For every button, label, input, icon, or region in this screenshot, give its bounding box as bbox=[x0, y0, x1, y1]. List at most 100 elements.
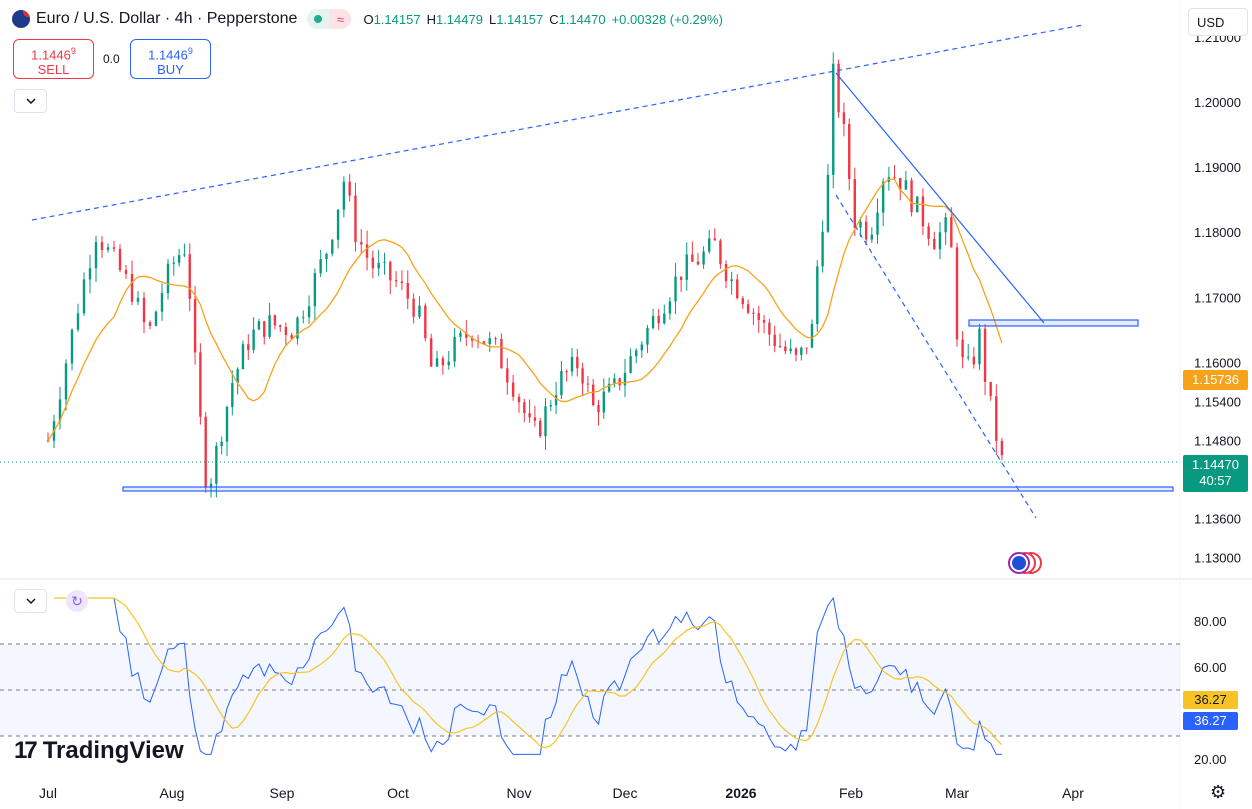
candle-body bbox=[613, 378, 616, 384]
candle-body bbox=[592, 384, 595, 406]
candle-body bbox=[204, 416, 207, 488]
candle-body bbox=[972, 356, 976, 365]
high-value: 1.14479 bbox=[435, 11, 483, 27]
candle-body bbox=[470, 337, 474, 341]
candle-body bbox=[679, 276, 683, 280]
candle-body bbox=[130, 273, 134, 302]
candle-body bbox=[199, 352, 202, 417]
rsi-line bbox=[54, 596, 1002, 755]
candle-body bbox=[586, 383, 590, 385]
candle-body bbox=[736, 279, 739, 299]
candle-body bbox=[136, 297, 140, 302]
candle-body bbox=[406, 282, 409, 299]
candle-body bbox=[172, 262, 175, 264]
flag-icon bbox=[12, 10, 30, 28]
candle-body bbox=[768, 322, 771, 335]
candle-body bbox=[1000, 440, 1004, 456]
candle-body bbox=[927, 226, 930, 239]
candle-body bbox=[494, 338, 497, 340]
candle-body bbox=[506, 368, 509, 383]
currency-select[interactable]: USD bbox=[1188, 8, 1248, 36]
indicator-collapse-button[interactable] bbox=[14, 589, 47, 613]
candle-body bbox=[94, 242, 98, 269]
rsi-tick-label: 60.00 bbox=[1194, 660, 1227, 675]
candle-body bbox=[832, 63, 835, 175]
candle-body bbox=[465, 332, 468, 338]
resistance-zone bbox=[968, 319, 1139, 327]
candle-body bbox=[46, 440, 50, 442]
x-tick-label: Feb bbox=[839, 785, 863, 801]
rsi-tag: 36.27 bbox=[1183, 712, 1238, 730]
candle-body bbox=[106, 247, 110, 251]
candle-body bbox=[899, 177, 902, 190]
economic-events-icon[interactable] bbox=[999, 551, 1043, 575]
candle-body bbox=[441, 358, 445, 366]
market-status-pill[interactable]: ≈ bbox=[307, 9, 352, 29]
candle-body bbox=[961, 339, 964, 358]
symbol-title[interactable]: Euro / U.S. Dollar · 4h · Pepperstone bbox=[36, 10, 298, 27]
candle-body bbox=[160, 293, 164, 312]
buy-price-pip: 9 bbox=[187, 46, 193, 56]
low-label: L bbox=[488, 11, 497, 27]
candle-body bbox=[247, 344, 250, 350]
candle-body bbox=[429, 338, 433, 367]
candle-body bbox=[810, 323, 814, 348]
candle-body bbox=[724, 264, 728, 282]
candle-body bbox=[805, 347, 808, 349]
candle-body bbox=[58, 399, 62, 422]
x-tick-label: 2026 bbox=[725, 785, 756, 801]
candle-body bbox=[713, 238, 717, 241]
candle-body bbox=[983, 328, 987, 382]
candle-body bbox=[581, 368, 584, 384]
candle-body bbox=[412, 298, 415, 317]
candle-body bbox=[331, 239, 334, 254]
candle-body bbox=[635, 350, 638, 357]
candle-body bbox=[225, 406, 229, 442]
open-label: O bbox=[363, 11, 374, 27]
candle-body bbox=[864, 221, 868, 240]
candle-body bbox=[76, 313, 80, 330]
candle-body bbox=[533, 417, 537, 421]
tradingview-logo[interactable]: 17 TradingView bbox=[14, 737, 184, 765]
candle-body bbox=[268, 315, 271, 337]
gear-icon[interactable]: ⚙ bbox=[1210, 782, 1227, 802]
candle-body bbox=[837, 63, 840, 113]
moving-average-line bbox=[47, 178, 1003, 442]
candle-body bbox=[853, 179, 856, 228]
candle-body bbox=[279, 325, 282, 327]
legend-collapse-button[interactable] bbox=[14, 89, 47, 113]
candle-body bbox=[313, 273, 317, 307]
candle-body bbox=[816, 266, 819, 324]
candle-body bbox=[978, 328, 981, 365]
close-value: 1.14470 bbox=[558, 11, 606, 27]
sell-button[interactable]: 1.14469 SELL bbox=[13, 39, 94, 79]
candle-body bbox=[418, 305, 421, 317]
refresh-icon[interactable]: ↻ bbox=[66, 590, 88, 612]
candle-body bbox=[544, 406, 547, 437]
candle-body bbox=[183, 254, 186, 256]
lower-channel-line bbox=[835, 194, 1037, 519]
candle-body bbox=[400, 281, 404, 283]
ohlc-values: O1.14157 H1.14479 L1.14157 C1.14470 +0.0… bbox=[363, 12, 722, 27]
candle-body bbox=[118, 248, 122, 271]
candle-body bbox=[629, 356, 632, 373]
candle-body bbox=[730, 279, 733, 282]
candle-body bbox=[241, 344, 245, 370]
candle-body bbox=[273, 315, 277, 326]
candle-body bbox=[500, 338, 503, 369]
candle-body bbox=[989, 381, 992, 397]
candle-body bbox=[623, 372, 627, 386]
sell-price: 1.1446 bbox=[31, 47, 71, 63]
change-value: +0.00328 (+0.29%) bbox=[611, 11, 723, 27]
candle-body bbox=[325, 253, 328, 260]
buy-button[interactable]: 1.14469 BUY bbox=[130, 39, 211, 79]
candle-body bbox=[459, 332, 462, 337]
rsi-ma-line bbox=[54, 597, 1003, 749]
candle-body bbox=[88, 268, 92, 280]
candle-body bbox=[674, 276, 677, 302]
y-tick-label: 1.20000 bbox=[1194, 95, 1241, 110]
rsi-tick-label: 80.00 bbox=[1194, 614, 1227, 629]
candle-body bbox=[967, 356, 970, 358]
candle-body bbox=[876, 212, 879, 235]
